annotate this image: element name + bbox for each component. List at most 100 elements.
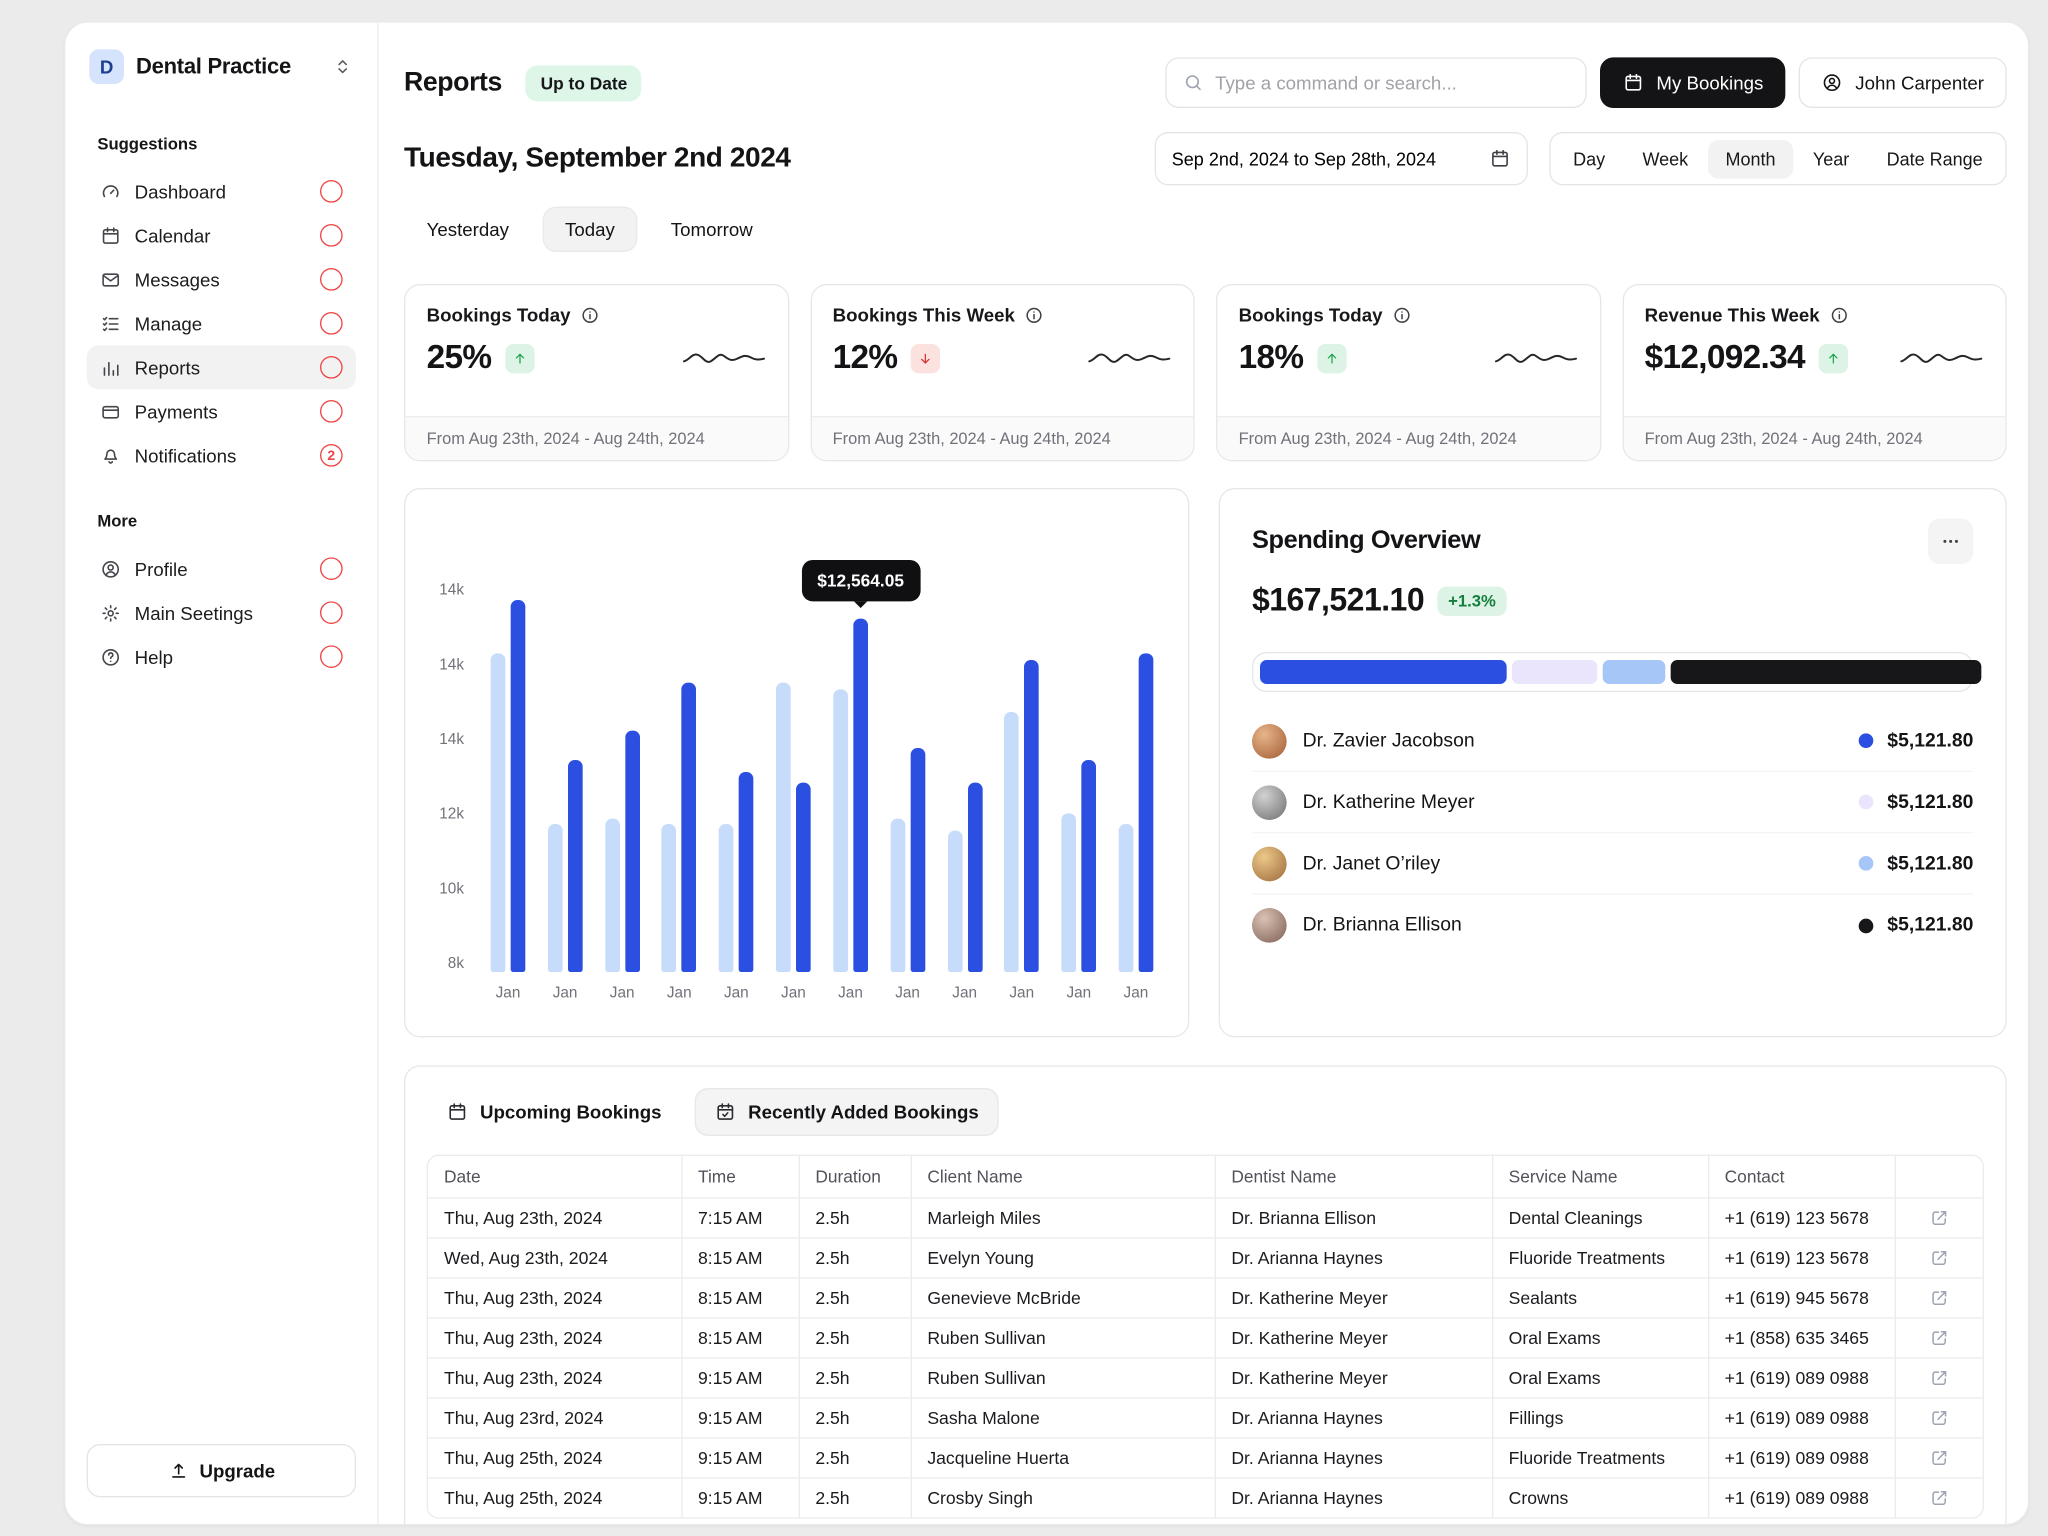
table-header-row: Date Time Duration Client Name Dentist Name S… xyxy=(428,1155,1983,1198)
sparkline-icon xyxy=(1899,343,1984,372)
open-booking-button[interactable] xyxy=(1906,1368,1972,1388)
bar-pair xyxy=(890,583,925,972)
bookings-tabs: Upcoming Bookings Recently Added Booking… xyxy=(427,1087,1984,1136)
sidebar-item-calendar[interactable]: Calendar xyxy=(87,213,356,257)
sidebar-item-label: Help xyxy=(134,645,174,668)
upgrade-button[interactable]: Upgrade xyxy=(86,1443,356,1498)
bar-current[interactable] xyxy=(681,682,697,972)
stat-period: From Aug 23th, 2024 - Aug 24th, 2024 xyxy=(405,415,788,460)
doctor-row: Dr. Katherine Meyer $5,121.80 xyxy=(1251,772,1974,834)
sidebar-item-manage[interactable]: Manage xyxy=(87,301,356,345)
sidebar-item-main-seetings[interactable]: Main Seetings xyxy=(87,591,356,635)
range-option-year[interactable]: Year xyxy=(1796,139,1867,178)
bar-pair xyxy=(490,583,526,972)
bar-previous[interactable] xyxy=(547,823,563,972)
column-header: Dentist Name xyxy=(1213,1155,1492,1198)
day-tab-tomorrow[interactable]: Tomorrow xyxy=(648,207,775,252)
info-icon[interactable] xyxy=(1829,305,1849,325)
user-menu-button[interactable]: John Carpenter xyxy=(1799,57,2007,108)
bar-current[interactable] xyxy=(796,782,811,972)
more-options-button[interactable] xyxy=(1927,518,1974,564)
info-icon[interactable] xyxy=(1392,305,1412,325)
bar-previous[interactable] xyxy=(1004,711,1020,972)
bar-previous[interactable] xyxy=(833,689,848,972)
open-booking-button[interactable] xyxy=(1906,1208,1972,1228)
sidebar-item-dashboard[interactable]: Dashboard xyxy=(87,169,356,213)
sidebar-item-payments[interactable]: Payments xyxy=(87,389,356,433)
range-option-date-range[interactable]: Date Range xyxy=(1869,139,2000,178)
bar-previous[interactable] xyxy=(718,823,734,972)
y-tick-label: 14k xyxy=(439,582,464,599)
stat-body: Bookings This Week 12% xyxy=(811,285,1193,416)
day-tab-today[interactable]: Today xyxy=(542,206,638,252)
workspace-switcher[interactable]: D Dental Practice xyxy=(87,47,356,87)
info-icon[interactable] xyxy=(580,305,600,325)
doctor-amount-group: $5,121.80 xyxy=(1859,853,1973,874)
sidebar-item-messages[interactable]: Messages xyxy=(87,257,356,301)
bar-current[interactable] xyxy=(510,599,526,972)
open-booking-button[interactable] xyxy=(1906,1448,1972,1468)
bar-pair xyxy=(947,583,982,972)
tab-upcoming-bookings[interactable]: Upcoming Bookings xyxy=(427,1088,682,1136)
spending-change-badge: +1.3% xyxy=(1437,586,1507,616)
bar-current[interactable] xyxy=(738,771,754,972)
bar-previous[interactable] xyxy=(1118,823,1134,972)
bar-current[interactable] xyxy=(910,747,925,972)
toolbar-right: Sep 2nd, 2024 to Sep 28th, 2024 Day Week M… xyxy=(1154,131,2007,186)
cell-date: Thu, Aug 25th, 2024 xyxy=(427,1477,682,1518)
cell-duration: 2.5h xyxy=(797,1317,911,1358)
open-booking-button[interactable] xyxy=(1906,1288,1972,1308)
sparkline-icon xyxy=(1493,343,1578,372)
cell-contact: +1 (619) 123 5678 xyxy=(1707,1237,1895,1278)
open-booking-button[interactable] xyxy=(1906,1408,1972,1428)
bar-current[interactable] xyxy=(967,782,982,972)
open-booking-button[interactable] xyxy=(1906,1328,1972,1348)
bar-previous[interactable] xyxy=(1061,813,1077,972)
app-logo: D xyxy=(89,49,124,84)
sparkline-icon xyxy=(681,343,766,372)
bar-previous[interactable] xyxy=(490,653,506,972)
bar-current[interactable] xyxy=(1138,653,1154,972)
chart-tooltip: $12,564.05 xyxy=(801,559,921,602)
open-booking-button[interactable] xyxy=(1906,1248,1972,1268)
bar-current[interactable] xyxy=(853,618,868,972)
bar-previous[interactable] xyxy=(661,823,677,972)
cell-action xyxy=(1893,1317,1983,1358)
bar-current[interactable] xyxy=(1024,659,1040,972)
chart-plot: $12,564.05 Jan Jan Jan Jan Jan Jan Jan Jan Jan Ja… xyxy=(477,559,1166,1002)
bar-current[interactable] xyxy=(1081,759,1097,972)
open-booking-button[interactable] xyxy=(1906,1488,1972,1508)
range-option-week[interactable]: Week xyxy=(1625,139,1705,178)
range-option-day[interactable]: Day xyxy=(1556,139,1623,178)
y-tick-label: 8k xyxy=(447,955,464,972)
sidebar-item-reports[interactable]: Reports xyxy=(86,345,356,390)
cell-service: Fillings xyxy=(1491,1397,1708,1438)
info-icon[interactable] xyxy=(1024,305,1044,325)
bar-previous[interactable] xyxy=(947,830,962,972)
my-bookings-button[interactable]: My Bookings xyxy=(1600,57,1786,108)
bar-current[interactable] xyxy=(567,759,583,972)
range-option-month[interactable]: Month xyxy=(1708,139,1793,178)
cell-action xyxy=(1893,1397,1983,1438)
chart-bar-group: Jan xyxy=(833,583,868,1001)
sidebar-item-help[interactable]: Help xyxy=(87,635,356,679)
bar-previous[interactable] xyxy=(776,682,791,972)
bar-current[interactable] xyxy=(624,730,640,972)
bar-previous[interactable] xyxy=(604,818,620,972)
cell-duration: 2.5h xyxy=(797,1237,911,1278)
sidebar-items: Profile Main Seetings Help xyxy=(87,547,356,679)
stat-cards: Bookings Today 25% From Aug 23th, 2024 -… xyxy=(403,283,2007,462)
trend-badge xyxy=(910,343,941,373)
x-axis-label: Jan xyxy=(1066,985,1092,1002)
bar-previous[interactable] xyxy=(890,818,905,972)
stat-card: Bookings Today 18% From Aug 23th, 2024 -… xyxy=(1215,283,1601,462)
date-range-picker[interactable]: Sep 2nd, 2024 to Sep 28th, 2024 xyxy=(1154,131,1528,186)
search-input[interactable] xyxy=(1215,71,1570,94)
sidebar-item-profile[interactable]: Profile xyxy=(87,547,356,591)
x-axis-label: Jan xyxy=(609,985,635,1002)
search-icon xyxy=(1183,72,1204,93)
cell-duration: 2.5h xyxy=(797,1397,911,1438)
sidebar-item-notifications[interactable]: Notifications 2 xyxy=(87,433,356,477)
tab-recently-added-bookings[interactable]: Recently Added Bookings xyxy=(694,1087,999,1136)
day-tab-yesterday[interactable]: Yesterday xyxy=(404,207,532,252)
